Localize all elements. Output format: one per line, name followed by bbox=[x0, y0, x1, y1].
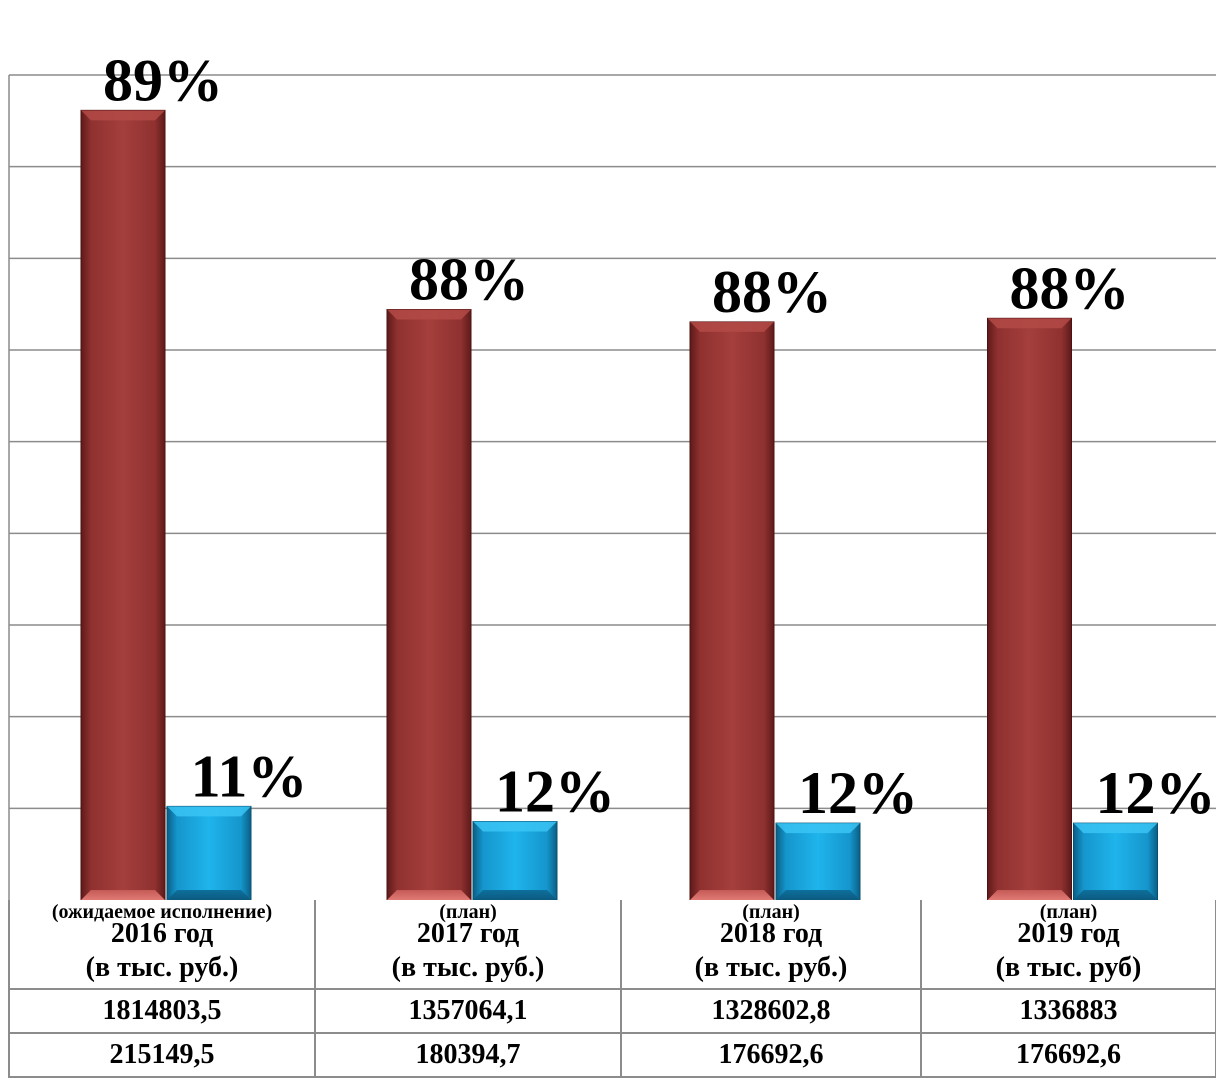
data-label: 11% bbox=[191, 743, 308, 809]
value-cell: 176692,6 bbox=[920, 1032, 1216, 1078]
row-header-cell bbox=[0, 1033, 10, 1077]
bar bbox=[987, 317, 1072, 900]
bar bbox=[775, 822, 861, 900]
bar bbox=[472, 821, 558, 900]
category-header-cell: (план) 2017 год (в тыс. руб.) bbox=[314, 900, 622, 990]
data-label: 89% bbox=[103, 47, 223, 113]
category-unit: (в тыс. руб.) bbox=[391, 952, 545, 983]
data-label: 88% bbox=[712, 259, 832, 325]
value-cell: 1357064,1 bbox=[314, 988, 622, 1034]
value-cell: 1328602,8 bbox=[620, 988, 922, 1034]
table-row: 215149,5 180394,7 176692,6 176692,6 bbox=[0, 1032, 1216, 1078]
table-corner-cell bbox=[0, 900, 9, 989]
value-cell: 1336883 bbox=[920, 988, 1216, 1034]
table-header-row: (ожидаемое исполнение) 2016 год (в тыс. … bbox=[0, 900, 1216, 990]
value-cell: 1814803,5 bbox=[8, 988, 316, 1034]
category-year: 2018 год bbox=[719, 918, 823, 949]
category-note: (ожидаемое исполнение) bbox=[51, 901, 273, 923]
bar-chart: 89% 11% 88% 12% 88% 12% 88% 12% bbox=[8, 47, 1216, 900]
category-year: 2019 год bbox=[1017, 918, 1120, 949]
bar bbox=[386, 309, 472, 900]
category-unit: (в тыс. руб.) bbox=[694, 952, 848, 983]
data-labels: 89% 11% 88% 12% 88% 12% 88% 12% bbox=[103, 47, 1216, 826]
data-label: 12% bbox=[1096, 760, 1216, 826]
category-header-cell: (план) 2019 год (в тыс. руб) bbox=[920, 900, 1216, 990]
data-table: (ожидаемое исполнение) 2016 год (в тыс. … bbox=[0, 900, 1216, 1078]
bars bbox=[80, 109, 1158, 900]
value-cell: 180394,7 bbox=[314, 1032, 622, 1078]
category-header-cell: (план) 2018 год (в тыс. руб.) bbox=[620, 900, 922, 990]
data-label: 88% bbox=[1010, 255, 1130, 321]
data-label: 88% bbox=[409, 247, 529, 313]
category-header-cell: (ожидаемое исполнение) 2016 год (в тыс. … bbox=[8, 900, 316, 990]
gridlines bbox=[8, 74, 1216, 900]
category-note: (план) bbox=[439, 901, 497, 923]
category-note: (план) bbox=[1039, 901, 1098, 923]
category-year: 2016 год bbox=[110, 918, 214, 949]
data-label: 12% bbox=[798, 760, 918, 826]
value-cell: 176692,6 bbox=[620, 1032, 922, 1078]
bar bbox=[1073, 822, 1158, 900]
value-cell: 215149,5 bbox=[8, 1032, 316, 1078]
table-row: 1814803,5 1357064,1 1328602,8 1336883 bbox=[0, 988, 1216, 1034]
data-label: 12% bbox=[495, 759, 615, 825]
category-unit: (в тыс. руб.) bbox=[85, 952, 239, 983]
bar bbox=[166, 805, 252, 900]
category-note: (план) bbox=[742, 901, 800, 923]
category-unit: (в тыс. руб) bbox=[995, 952, 1142, 983]
row-header-cell bbox=[0, 989, 10, 1033]
bar bbox=[689, 321, 775, 900]
bar bbox=[80, 109, 166, 900]
category-year: 2017 год bbox=[416, 918, 520, 949]
